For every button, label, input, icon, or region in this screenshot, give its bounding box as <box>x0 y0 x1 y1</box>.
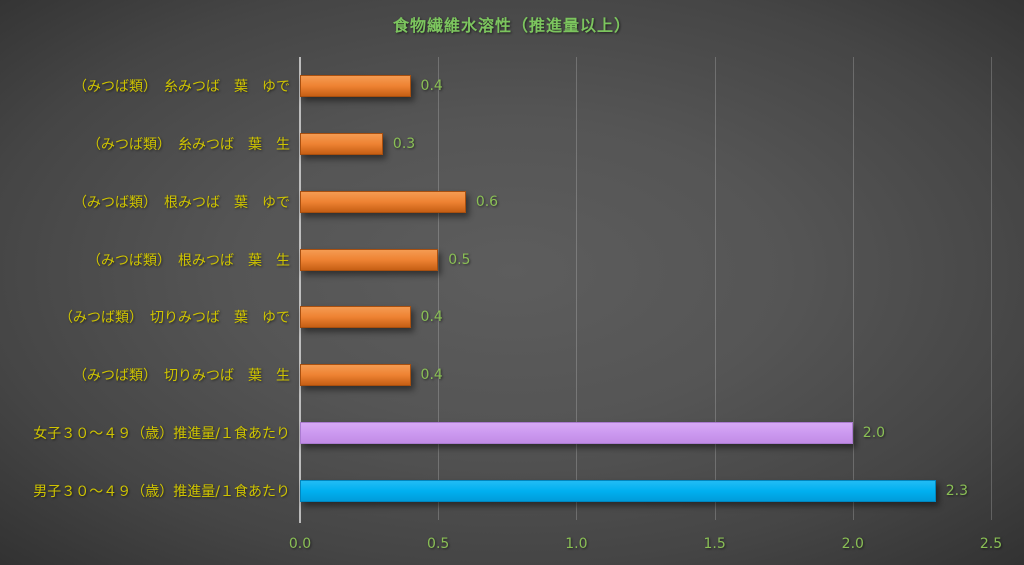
category-label: （みつば類） 切りみつば 葉 生 <box>73 368 290 385</box>
bar <box>300 132 383 155</box>
category-label: 女子３０～４９（歳）推進量/１食あたり <box>33 426 290 443</box>
x-tick-label: 2.5 <box>979 536 1003 552</box>
x-axis-labels: 0.0 0.5 1.0 1.5 2.0 2.5 <box>289 532 1002 554</box>
bar-row: （みつば類） 糸みつば 葉 生 0.3 <box>87 115 991 173</box>
category-label: （みつば類） 糸みつば 葉 生 <box>87 136 290 153</box>
gridline <box>576 57 578 520</box>
category-label: 男子３０～４９（歳）推進量/１食あたり <box>33 484 290 501</box>
bar <box>300 306 411 329</box>
bar-row: （みつば類） 根みつば 葉 ゆで 0.6 <box>73 173 991 231</box>
category-axis-line <box>299 57 301 523</box>
value-label: 2.3 <box>945 483 968 500</box>
value-label: 2.0 <box>862 425 886 442</box>
bar-row: 女子３０～４９（歳）推進量/１食あたり 2.0 <box>33 404 991 462</box>
value-label: 0.5 <box>448 251 471 268</box>
value-label: 0.4 <box>420 77 443 94</box>
category-label: （みつば類） 根みつば 葉 生 <box>87 252 290 269</box>
value-label: 0.6 <box>475 193 499 210</box>
value-label: 0.4 <box>420 367 443 384</box>
plot-area: （みつば類） 糸みつば 葉 ゆで 0.4 （みつば類） 糸みつば 葉 生 0.3 （みつ… <box>33 57 992 523</box>
bar <box>300 480 936 503</box>
bar-row: （みつば類） 根みつば 葉 生 0.5 <box>87 231 991 289</box>
bar <box>300 190 466 213</box>
gridline <box>438 57 440 520</box>
x-tick-label: 1.5 <box>703 536 726 552</box>
value-label: 0.3 <box>392 135 416 152</box>
category-label: （みつば類） 根みつば 葉 ゆで <box>73 194 290 211</box>
bar-row: （みつば類） 糸みつば 葉 ゆで 0.4 <box>73 57 991 115</box>
bar <box>300 248 439 271</box>
bar-row: 男子３０～４９（歳）推進量/１食あたり 2.3 <box>33 462 991 520</box>
value-label: 0.4 <box>420 309 443 326</box>
gridline <box>714 57 716 520</box>
category-label: （みつば類） 切りみつば 葉 ゆで <box>59 310 290 327</box>
bar <box>300 74 411 97</box>
x-tick-label: 1.0 <box>565 536 588 552</box>
x-tick-label: 0.0 <box>288 536 312 552</box>
bar-row: （みつば類） 切りみつば 葉 ゆで 0.4 <box>59 289 991 347</box>
gridline <box>991 57 992 520</box>
gridline <box>852 57 854 520</box>
x-tick-label: 0.5 <box>427 536 450 552</box>
bar <box>300 364 411 387</box>
bar-row: （みつば類） 切りみつば 葉 生 0.4 <box>73 346 991 404</box>
x-tick-label: 2.0 <box>841 536 864 552</box>
bar <box>300 422 853 445</box>
category-label: （みつば類） 糸みつば 葉 ゆで <box>73 78 290 95</box>
chart-title: 食物繊維水溶性（推進量以上） <box>392 16 631 35</box>
